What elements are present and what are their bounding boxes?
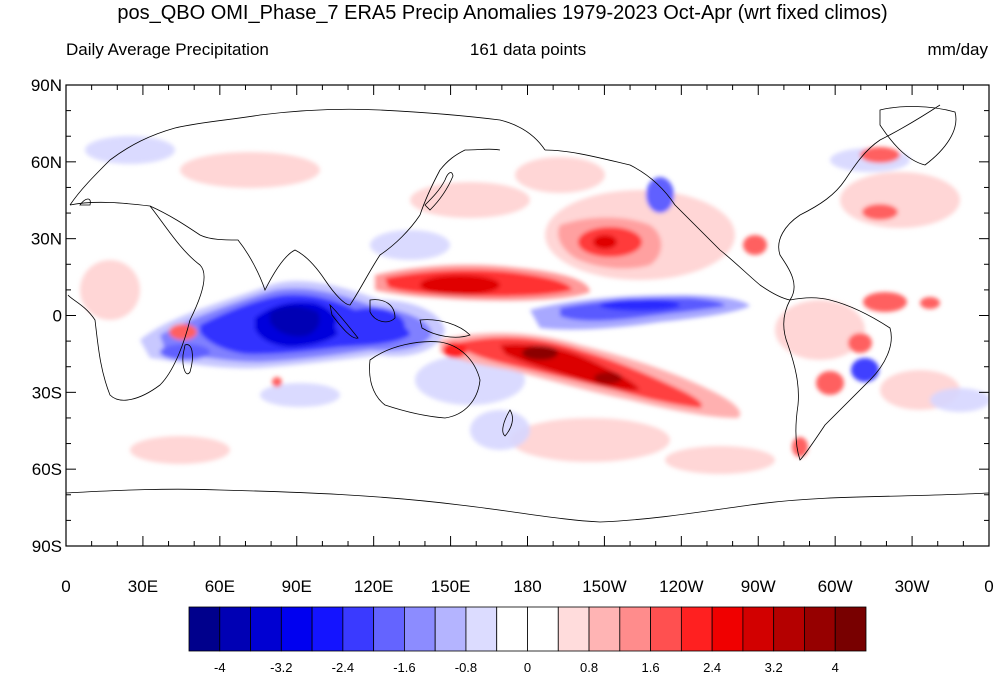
colorbar: [188, 606, 867, 652]
y-tick-label: 30N: [31, 230, 62, 249]
y-tick-label: 0: [53, 307, 62, 326]
x-tick-label: 90W: [741, 577, 776, 596]
south-pacific-positive: [440, 333, 741, 418]
colorbar-tick-label: -1.6: [393, 660, 415, 675]
coastlines: [66, 104, 989, 523]
antarctica-coast: [66, 488, 989, 523]
x-tick-label: 120E: [354, 577, 394, 596]
south-america-coast: [783, 297, 892, 461]
map-title: pos_QBO OMI_Phase_7 ERA5 Precip Anomalie…: [117, 2, 888, 24]
subtitle-count: 161 data points: [469, 40, 587, 59]
eurasia-north-coast: [69, 108, 546, 206]
y-tick-label: 30S: [32, 383, 62, 402]
y-tick-label: 60S: [32, 460, 62, 479]
east-pacific-negative: [530, 177, 879, 382]
x-tick-label: 0: [984, 577, 993, 596]
colorbar-swatch: [280, 606, 313, 652]
x-tick-label: 180: [513, 577, 541, 596]
colorbar-swatch: [188, 606, 221, 652]
colorbar-labels: -4 -3.2 -2.4 -1.6 -0.8 0 0.8 1.6 2.4 3.2 4: [214, 660, 839, 675]
colorbar-swatch: [773, 606, 805, 652]
x-tick-label: 30E: [128, 577, 158, 596]
x-axis-labels: 0 30E 60E 90E 120E 150E 180 150W 120W 90W 60W 30W 0: [61, 577, 993, 596]
colorbar-swatch: [742, 606, 775, 652]
axis-ticks: [65, 84, 990, 547]
x-tick-label: 120W: [659, 577, 703, 596]
subtropical-pacific-positive: [558, 217, 662, 269]
y-tick-label: 90S: [32, 537, 62, 556]
new-zealand-coast: [502, 409, 513, 437]
colorbar-tick-label: -2.4: [332, 660, 354, 675]
colorbar-tick-label: 4: [832, 660, 839, 675]
madagascar-coast: [182, 344, 193, 375]
subtitle-units: mm/day: [927, 40, 988, 59]
colorbar-tick-label: 3.2: [765, 660, 783, 675]
x-tick-label: 30W: [895, 577, 930, 596]
colorbar-swatch: [588, 606, 621, 652]
colorbar-swatch: [342, 606, 375, 652]
colorbar-swatch: [404, 606, 436, 652]
colorbar-swatch: [496, 606, 528, 652]
anomaly-field: [80, 136, 989, 474]
africa-coast: [67, 201, 205, 401]
colorbar-swatch: [557, 606, 590, 652]
x-tick-label: 150E: [431, 577, 471, 596]
japan-coast: [424, 172, 454, 211]
colorbar-tick-label: 0: [524, 660, 531, 675]
colorbar-tick-label: 0.8: [580, 660, 598, 675]
east-asia-coast: [419, 148, 501, 216]
y-axis-labels: 90N 60N 30N 0 30S 60S 90S: [31, 76, 62, 556]
asia-south-coast: [149, 205, 421, 306]
x-tick-label: 90E: [282, 577, 312, 596]
colorbar-swatch: [619, 606, 651, 652]
colorbar-swatch: [680, 606, 713, 652]
colorbar-swatch: [527, 606, 559, 652]
new-guinea-coast: [419, 319, 471, 338]
colorbar-swatch: [373, 606, 405, 652]
colorbar-tick-label: -3.2: [270, 660, 292, 675]
indian-ocean-negative: [140, 280, 445, 369]
uk-coast: [79, 198, 91, 206]
colorbar-swatch: [650, 606, 682, 652]
colorbar-tick-label: -4: [214, 660, 226, 675]
colorbar-swatch: [465, 606, 498, 652]
sumatra-coast: [329, 303, 359, 339]
north-pacific-positive: [375, 264, 590, 301]
colorbar-swatch: [250, 606, 282, 652]
colorbar-tick-label: -0.8: [455, 660, 477, 675]
colorbar-swatch: [804, 606, 836, 652]
greenland-coast: [879, 106, 957, 166]
x-tick-label: 60E: [205, 577, 235, 596]
colorbar-swatch: [711, 606, 744, 652]
colorbar-swatch: [311, 606, 344, 652]
x-tick-label: 0: [61, 577, 70, 596]
y-tick-label: 60N: [31, 153, 62, 172]
colorbar-tick-label: 1.6: [642, 660, 660, 675]
borneo-coast: [369, 299, 396, 323]
colorbar-tick-label: 2.4: [703, 660, 721, 675]
x-tick-label: 150W: [582, 577, 626, 596]
positive-spots: [169, 147, 940, 457]
colorbar-swatch: [219, 606, 251, 652]
x-tick-label: 60W: [818, 577, 853, 596]
australia-coast: [369, 341, 481, 419]
colorbar-swatch: [434, 606, 467, 652]
subtitle-variable: Daily Average Precipitation: [66, 40, 269, 59]
colorbar-swatch: [834, 606, 867, 652]
y-tick-label: 90N: [31, 76, 62, 95]
